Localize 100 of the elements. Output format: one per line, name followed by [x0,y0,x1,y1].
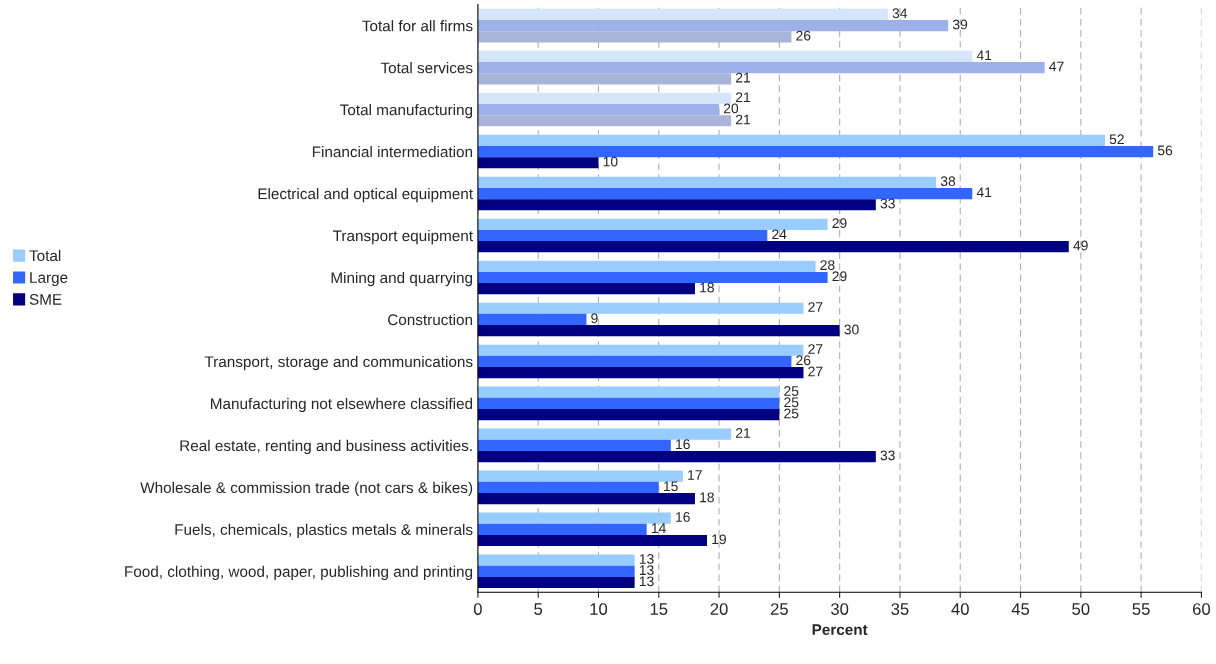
data-label: 10 [603,156,618,167]
x-tick-label: 15 [650,603,668,615]
bar [477,271,828,284]
data-label: 18 [700,492,714,503]
y-tick-label: Financial intermediation [312,146,473,158]
y-tick-label: Fuels, chemicals, plastics metals & minerals [175,523,473,539]
bar [477,145,1154,158]
bar [477,260,816,272]
bar [477,313,587,326]
bar [477,199,876,211]
bar [477,241,1069,253]
y-tick-label: Mining and quarrying [331,271,473,287]
bar [477,523,647,535]
bar [477,450,876,463]
data-label: 56 [1157,145,1173,156]
data-label: 9 [591,313,598,324]
data-label: 28 [820,260,835,271]
y-tick-label: Food, clothing, wood, paper, publishing and printing [125,565,473,581]
bar [477,73,732,85]
bar [477,492,695,505]
bar [477,50,973,63]
bar [477,512,671,524]
y-tick-label: Total manufacturing [340,104,473,119]
data-label: 30 [844,324,859,335]
bar [477,31,792,43]
x-tick-label: 20 [710,603,728,615]
bar [477,115,732,127]
data-label: 21 [735,72,751,83]
data-label: 19 [712,534,726,545]
data-label: 41 [976,50,992,61]
x-tick-label: 55 [1132,603,1150,615]
x-tick-label: 40 [951,603,969,615]
data-label: 38 [940,176,956,187]
y-tick-label: Construction [388,313,473,326]
x-tick-label: 50 [1072,603,1090,615]
bar [477,355,792,368]
data-label: 16 [676,512,690,522]
data-label: 41 [976,187,992,198]
x-tick-label: 0 [473,603,482,615]
bar [477,302,804,314]
bar [477,20,949,32]
data-label: 21 [735,92,751,102]
data-label: 20 [723,103,739,114]
bar [477,428,732,440]
data-label: 15 [663,481,678,492]
bar [477,534,707,547]
data-label: 27 [808,344,823,354]
data-label: 33 [880,198,895,209]
x-tick-label: 45 [1011,603,1030,615]
x-axis-title: Percent [812,624,868,636]
bar [477,176,937,188]
bar [477,92,732,104]
bar [477,397,780,409]
x-tick-label: 5 [534,603,543,615]
data-label: 14 [651,523,666,533]
bar [477,470,683,482]
x-tick-label: 25 [770,603,788,615]
data-label: 29 [832,218,847,229]
data-label: 27 [808,302,823,312]
data-label: 21 [735,428,751,438]
bar [477,229,768,242]
data-label: 13 [639,576,654,587]
data-label: 29 [832,271,847,282]
bar [477,386,780,398]
data-label: 25 [784,408,799,419]
x-tick-label: 30 [831,603,849,615]
data-label: 25 [784,386,799,396]
y-tick-label: Transport, storage and communications [204,355,473,371]
bar [477,481,659,493]
bar [477,439,671,451]
bar [477,325,840,337]
data-label: 17 [688,470,702,480]
x-tick-label: 60 [1192,603,1211,615]
data-label: 27 [808,366,823,377]
legend-label: SME [29,294,62,305]
data-label: 13 [639,554,654,564]
y-tick-label: Electrical and optical equipment [258,188,473,203]
data-label: 13 [639,565,654,576]
bar [477,576,635,589]
y-tick-label: Manufacturing not elsewhere classified [211,397,473,413]
bar [477,367,804,379]
legend-label: Large [30,272,68,286]
data-label: 21 [735,114,751,125]
bar [477,344,804,356]
data-label: 47 [1049,61,1064,72]
data-label: 33 [880,450,895,461]
bar [477,187,973,200]
legend-label: Total [29,249,61,262]
y-tick-label: Real estate, renting and business activities. [180,439,472,455]
y-tick-label: Wholesale & commission trade (not cars & bikes) [140,481,473,497]
data-label: 39 [952,19,968,30]
bar [477,409,780,421]
data-label: 49 [1073,240,1088,251]
y-tick-label: Total services [380,62,473,74]
bar [477,554,635,566]
bar [477,283,695,295]
bar [477,8,888,21]
data-label: 16 [676,439,690,450]
bar [477,218,828,230]
y-tick-label: Total for all firms [362,20,473,32]
